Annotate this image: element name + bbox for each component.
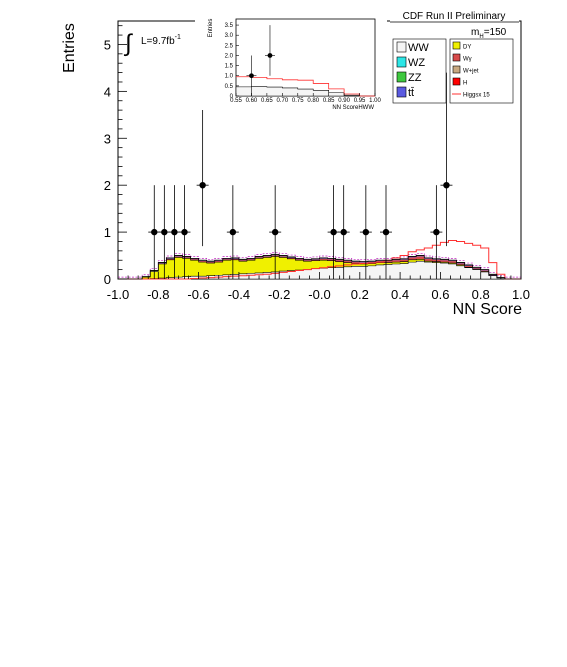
legend-swatch (396, 71, 407, 83)
x-tick-label: -0.6 (187, 287, 209, 302)
inset-axes: 0.55 0.60 0.65 0.70 0.75 0.80 0.85 0.90 0.95 1.00… (225, 23, 382, 104)
inset-x-tick-label: 0.65 (261, 98, 273, 104)
inset-y-tick-label: 3.5 (225, 23, 234, 29)
data-point (271, 228, 279, 236)
legend-swatch (452, 65, 461, 74)
inset-x-tick-label: 0.95 (354, 98, 366, 104)
lumi-label: L=9.7fb-1 (141, 34, 181, 47)
data-point (340, 228, 347, 236)
inset-x-axis-title: NN ScoreHWW (332, 105, 374, 111)
legend-label: Higgsx 15 (463, 93, 490, 99)
inset-data-point (267, 53, 273, 58)
x-tick-label: 0.8 (472, 287, 490, 302)
legend-label: ZZ (408, 72, 422, 84)
data-point (181, 228, 188, 236)
inset-x-tick-label: 0.55 (230, 98, 242, 104)
inset-x-tick-label: 0.90 (338, 98, 350, 104)
data-point (229, 228, 237, 236)
legend-right-frame (449, 38, 514, 104)
data-point (382, 228, 390, 236)
inset-background-stack (235, 76, 375, 97)
legend-swatch (452, 53, 461, 62)
inset-x-tick-label: 0.75 (292, 98, 304, 104)
x-tick-label: 0.6 (431, 287, 449, 302)
y-tick-label: 4 (104, 84, 111, 99)
data-point (151, 228, 158, 236)
data-point (330, 228, 337, 236)
data-point (199, 181, 206, 189)
background-stack (118, 240, 521, 280)
cdf-label: CDF Run II Preliminary (403, 11, 506, 22)
integral-sign: ∫ (123, 30, 133, 57)
data-point (362, 228, 370, 236)
legend-label: WZ (408, 57, 425, 69)
legend-swatch (452, 41, 461, 50)
higgs-mass-label: mH=150 (471, 27, 507, 40)
inset-x-tick-label: 0.70 (276, 98, 288, 104)
x-tick-label: -0.2 (268, 287, 290, 302)
legend-right: DY Wγ W+jet H Higgsx 15 (449, 38, 514, 104)
x-tick-label: 0.2 (351, 287, 369, 302)
inset-x-tick-label: 0.85 (323, 98, 335, 104)
legend-label: W+jet (463, 69, 479, 75)
legend-swatch (396, 86, 407, 98)
legend-swatch (396, 56, 407, 68)
x-tick-label: -0.8 (147, 287, 169, 302)
data-points (148, 72, 453, 279)
legend-label: WW (408, 42, 429, 54)
y-tick-label: 1 (104, 225, 111, 240)
inset-x-tick-label: 0.80 (307, 98, 319, 104)
y-axis-title: Entries (61, 23, 78, 73)
x-tick-label: 1.0 (512, 287, 530, 302)
legend-swatch (452, 77, 461, 86)
y-tick-label: 5 (104, 37, 111, 52)
cdf-label-box (390, 8, 519, 22)
background-total-outline (118, 254, 521, 280)
x-tick-label: 0.4 (391, 287, 409, 302)
inset-x-tick-label: 0.60 (246, 98, 258, 104)
y-tick-label: 0 (104, 272, 111, 287)
inset-y-tick-label: 1.5 (225, 64, 234, 70)
inset-background-fill (235, 86, 375, 97)
data-point (433, 228, 440, 236)
inset-y-tick-label: 0 (230, 94, 234, 100)
legend-left: WW WZ ZZ tt̄ (392, 38, 447, 104)
inset-y-tick-label: 2.5 (225, 43, 234, 49)
main-axes: -1.0 -0.8 -0.6 -0.4 -0.2 -0.0 0.2 0.4 0.6 0.8 1.00… (104, 25, 530, 302)
inset-x-tick-label: 1.00 (369, 98, 381, 104)
legend-label: Wγ (463, 57, 472, 63)
higgs-x15-line (118, 240, 521, 280)
x-axis-title: NN Score (453, 301, 522, 318)
inset-data-point (249, 73, 254, 79)
y-tick-label: 2 (104, 178, 111, 193)
x-tick-label: -0.4 (228, 287, 250, 302)
data-point (171, 228, 178, 236)
inset-y-tick-label: 0.5 (225, 84, 234, 90)
inset-y-tick-label: 1.0 (225, 74, 234, 80)
x-tick-label: -1.0 (107, 287, 129, 302)
legend-label: H (463, 81, 467, 87)
inset-y-tick-label: 3.0 (225, 33, 234, 39)
inset-data-points (246, 25, 275, 96)
legend-label: tt̄ (408, 87, 414, 99)
data-point (161, 228, 168, 236)
y-tick-label: 3 (104, 131, 111, 146)
inset-higgs-x15-line (236, 76, 375, 97)
inset-y-axis-title: Entries (208, 19, 214, 38)
legend-label: DY (463, 45, 471, 51)
legend-swatch (396, 41, 407, 53)
data-point (443, 181, 450, 189)
x-tick-label: -0.0 (308, 287, 330, 302)
inset-y-tick-label: 2.0 (225, 53, 234, 59)
